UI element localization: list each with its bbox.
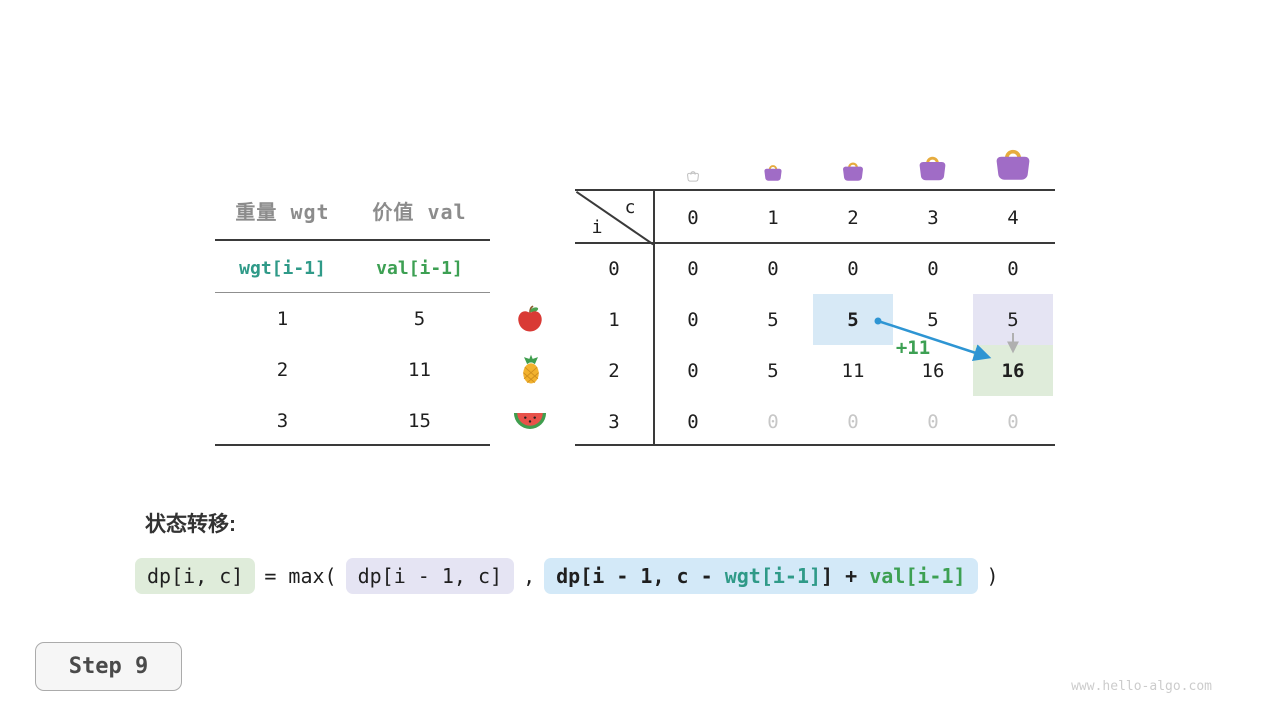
dp-table-bottom-border [575,444,1055,446]
dp-corner-capacity-label: c [624,197,636,218]
item-table-bottom-border [215,444,490,446]
item-table-top-border [215,239,490,241]
item-table-header-value: 价值 val [372,200,467,224]
item-table-subheader-wgt: wgt[i-1] [239,258,326,279]
add-value-annotation: +11 [895,337,931,359]
dp-col-header: 2 [847,207,859,229]
item-weight-cell: 2 [276,359,289,381]
dp-cell: 16 [921,360,945,382]
step-label: Step 9 [68,654,149,679]
dp-cell-pending: 0 [767,411,779,433]
dp-cell-pending: 0 [847,411,859,433]
dp-cell: 0 [767,258,779,280]
dp-cell: 11 [841,360,865,382]
formula-option-take-box: dp[i - 1, c - wgt[i-1]] + val[i-1] [544,558,978,594]
item-value-cell: 15 [408,410,431,432]
item-weight-cell: 1 [276,308,289,330]
dp-row-header: 0 [608,258,620,280]
dp-col-header: 3 [927,207,939,229]
item-value-cell: 11 [408,359,431,381]
dp-cell: 0 [687,309,699,331]
dp-col-header: 1 [767,207,779,229]
dp-cell: 5 [767,309,779,331]
formula-option-inherit-box: dp[i - 1, c] [345,558,515,594]
dp-cell: 0 [687,258,699,280]
dp-cell: 5 [927,309,939,331]
item-table-header-weight: 重量 wgt [235,200,330,224]
handbag-icon [686,169,700,182]
dp-corner-item-label: i [591,217,603,238]
dp-table-header-border [575,242,1055,244]
dp-cell-source: 5 [847,309,859,331]
formula-take-wgt: wgt[i-1] [724,564,822,588]
dp-cell-pending: 0 [1007,411,1019,433]
formula-close-paren: ) [986,564,999,588]
handbag-icon [840,159,866,182]
watermark: www.hello-algo.com [1071,679,1212,694]
apple-icon [515,304,545,334]
dp-col-header: 4 [1007,207,1019,229]
dp-cell: 5 [767,360,779,382]
formula-take-mid: ] + [821,564,870,588]
handbag-icon [762,162,784,182]
dp-cell: 0 [1007,258,1019,280]
pineapple-icon [517,354,545,385]
item-weight-cell: 3 [276,410,289,432]
dp-cell-result: 16 [1001,360,1025,382]
state-transition-label: 状态转移: [145,513,236,536]
dp-col-header: 0 [687,207,699,229]
formula-equals-max: = max( [264,564,337,588]
dp-row-header: 1 [608,309,620,331]
item-value-cell: 5 [413,308,426,330]
handbag-icon [992,144,1034,182]
dp-row-header: 2 [608,360,620,382]
item-table-subheader-val: val[i-1] [376,258,463,279]
formula-dp-current-box: dp[i, c] [135,558,256,594]
formula-take-prefix: dp[i - 1, c - [556,564,725,588]
formula-comma: , [523,564,536,588]
dp-cell-pending: 0 [927,411,939,433]
step-button[interactable]: Step 9 [35,642,182,691]
dp-cell: 0 [847,258,859,280]
dp-cell: 0 [687,411,699,433]
formula-take-val: val[i-1] [869,564,966,588]
dp-table-vertical-border [653,189,655,446]
dp-cell: 0 [927,258,939,280]
handbag-icon [916,152,949,182]
dp-cell: 0 [687,360,699,382]
formula-row: dp[i, c] = max( dp[i - 1, c] , dp[i - 1,… [135,558,999,594]
item-table-divider [215,292,490,293]
dp-row-header: 3 [608,411,620,433]
dp-cell-inherit: 5 [1007,309,1019,331]
watermelon-icon [513,409,547,432]
dp-table-top-border [575,189,1055,191]
